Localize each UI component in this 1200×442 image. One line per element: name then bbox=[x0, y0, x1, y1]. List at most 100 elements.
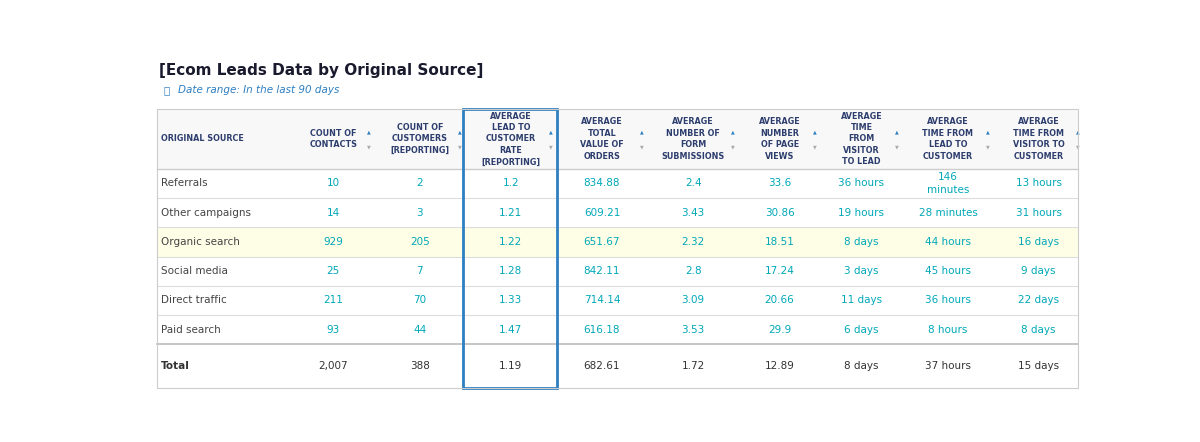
Text: COUNT OF
CUSTOMERS
[REPORTING]: COUNT OF CUSTOMERS [REPORTING] bbox=[390, 123, 449, 155]
Text: ▲: ▲ bbox=[986, 129, 990, 134]
Text: ▼: ▼ bbox=[548, 144, 553, 149]
Text: AVERAGE
NUMBER
OF PAGE
VIEWS: AVERAGE NUMBER OF PAGE VIEWS bbox=[758, 117, 800, 160]
Text: 29.9: 29.9 bbox=[768, 325, 791, 335]
Text: 6 days: 6 days bbox=[845, 325, 878, 335]
Text: ORIGINAL SOURCE: ORIGINAL SOURCE bbox=[161, 134, 244, 144]
Text: 609.21: 609.21 bbox=[583, 208, 620, 217]
Text: 834.88: 834.88 bbox=[583, 179, 620, 188]
Text: ▼: ▼ bbox=[895, 144, 899, 149]
Text: 16 days: 16 days bbox=[1018, 237, 1060, 247]
Text: Date range: In the last 90 days: Date range: In the last 90 days bbox=[178, 85, 340, 95]
Text: 20.66: 20.66 bbox=[764, 295, 794, 305]
Text: 8 days: 8 days bbox=[845, 237, 878, 247]
Text: 2.8: 2.8 bbox=[685, 266, 702, 276]
Text: ▲: ▲ bbox=[895, 129, 899, 134]
Text: 1.2: 1.2 bbox=[503, 179, 520, 188]
Text: 2.4: 2.4 bbox=[685, 179, 702, 188]
Text: AVERAGE
TIME FROM
VISITOR TO
CUSTOMER: AVERAGE TIME FROM VISITOR TO CUSTOMER bbox=[1013, 117, 1064, 160]
Text: 651.67: 651.67 bbox=[583, 237, 620, 247]
Text: ▼: ▼ bbox=[1076, 144, 1080, 149]
Text: 45 hours: 45 hours bbox=[925, 266, 971, 276]
Text: 211: 211 bbox=[323, 295, 343, 305]
Text: 1.72: 1.72 bbox=[682, 361, 704, 371]
Text: 33.6: 33.6 bbox=[768, 179, 791, 188]
Text: 18.51: 18.51 bbox=[764, 237, 794, 247]
Text: Total: Total bbox=[161, 361, 190, 371]
Text: 36 hours: 36 hours bbox=[839, 179, 884, 188]
Text: 12.89: 12.89 bbox=[764, 361, 794, 371]
Text: 842.11: 842.11 bbox=[583, 266, 620, 276]
Text: ▼: ▼ bbox=[640, 144, 644, 149]
Text: AVERAGE
TOTAL
VALUE OF
ORDERS: AVERAGE TOTAL VALUE OF ORDERS bbox=[580, 117, 624, 160]
Text: ▲: ▲ bbox=[1076, 129, 1080, 134]
Text: 13 hours: 13 hours bbox=[1015, 179, 1062, 188]
Text: 3.53: 3.53 bbox=[682, 325, 704, 335]
Text: 15 days: 15 days bbox=[1018, 361, 1060, 371]
Text: 93: 93 bbox=[326, 325, 340, 335]
Text: 1.21: 1.21 bbox=[499, 208, 522, 217]
Text: 70: 70 bbox=[413, 295, 426, 305]
Text: 1.22: 1.22 bbox=[499, 237, 522, 247]
Text: ▲: ▲ bbox=[640, 129, 644, 134]
Text: ▲: ▲ bbox=[367, 129, 371, 134]
Text: 8 days: 8 days bbox=[1021, 325, 1056, 335]
Text: 14: 14 bbox=[326, 208, 340, 217]
Text: 19 hours: 19 hours bbox=[839, 208, 884, 217]
Text: 616.18: 616.18 bbox=[583, 325, 620, 335]
Text: AVERAGE
LEAD TO
CUSTOMER
RATE
[REPORTING]: AVERAGE LEAD TO CUSTOMER RATE [REPORTING… bbox=[481, 111, 540, 166]
Text: 205: 205 bbox=[410, 237, 430, 247]
Bar bbox=[157, 109, 1078, 388]
Text: 11 days: 11 days bbox=[841, 295, 882, 305]
Text: 10: 10 bbox=[326, 179, 340, 188]
Text: 1.47: 1.47 bbox=[499, 325, 522, 335]
Text: COUNT OF
CONTACTS: COUNT OF CONTACTS bbox=[310, 129, 358, 149]
Text: 388: 388 bbox=[409, 361, 430, 371]
Text: ▼: ▼ bbox=[731, 144, 734, 149]
Text: 30.86: 30.86 bbox=[764, 208, 794, 217]
Text: Referrals: Referrals bbox=[161, 179, 208, 188]
Text: 22 days: 22 days bbox=[1018, 295, 1060, 305]
Text: Organic search: Organic search bbox=[161, 237, 240, 247]
Text: 714.14: 714.14 bbox=[583, 295, 620, 305]
Text: 3.09: 3.09 bbox=[682, 295, 704, 305]
Text: 17.24: 17.24 bbox=[764, 266, 794, 276]
Text: ⓘ: ⓘ bbox=[163, 85, 169, 95]
Bar bbox=[157, 227, 1078, 256]
Text: 929: 929 bbox=[323, 237, 343, 247]
Text: ▼: ▼ bbox=[458, 144, 462, 149]
Text: [Ecom Leads Data by Original Source]: [Ecom Leads Data by Original Source] bbox=[160, 63, 484, 78]
Text: 7: 7 bbox=[416, 266, 424, 276]
Text: Direct traffic: Direct traffic bbox=[161, 295, 227, 305]
Text: Social media: Social media bbox=[161, 266, 228, 276]
Text: 3: 3 bbox=[416, 208, 424, 217]
Text: AVERAGE
TIME FROM
LEAD TO
CUSTOMER: AVERAGE TIME FROM LEAD TO CUSTOMER bbox=[923, 117, 973, 160]
Text: 25: 25 bbox=[326, 266, 340, 276]
Text: 1.19: 1.19 bbox=[499, 361, 522, 371]
Text: ▼: ▼ bbox=[814, 144, 817, 149]
Text: 8 hours: 8 hours bbox=[929, 325, 967, 335]
Text: 36 hours: 36 hours bbox=[925, 295, 971, 305]
Text: 3 days: 3 days bbox=[845, 266, 878, 276]
Text: 2.32: 2.32 bbox=[682, 237, 704, 247]
Text: 44: 44 bbox=[413, 325, 426, 335]
Text: 44 hours: 44 hours bbox=[925, 237, 971, 247]
Text: Paid search: Paid search bbox=[161, 325, 221, 335]
Text: ▼: ▼ bbox=[367, 144, 371, 149]
Text: 8 days: 8 days bbox=[845, 361, 878, 371]
Text: ▼: ▼ bbox=[986, 144, 990, 149]
Text: 2,007: 2,007 bbox=[318, 361, 348, 371]
Text: AVERAGE
TIME
FROM
VISITOR
TO LEAD: AVERAGE TIME FROM VISITOR TO LEAD bbox=[841, 111, 882, 166]
Bar bbox=[157, 109, 1078, 169]
Text: 9 days: 9 days bbox=[1021, 266, 1056, 276]
Text: 3.43: 3.43 bbox=[682, 208, 704, 217]
Text: AVERAGE
NUMBER OF
FORM
SUBMISSIONS: AVERAGE NUMBER OF FORM SUBMISSIONS bbox=[661, 117, 725, 160]
Text: ▲: ▲ bbox=[731, 129, 734, 134]
Text: 146
minutes: 146 minutes bbox=[926, 172, 970, 194]
Text: ▲: ▲ bbox=[548, 129, 553, 134]
Text: ▲: ▲ bbox=[814, 129, 817, 134]
Text: ▲: ▲ bbox=[458, 129, 462, 134]
Text: 31 hours: 31 hours bbox=[1015, 208, 1062, 217]
Text: 2: 2 bbox=[416, 179, 424, 188]
Text: 28 minutes: 28 minutes bbox=[918, 208, 977, 217]
Text: 1.33: 1.33 bbox=[499, 295, 522, 305]
